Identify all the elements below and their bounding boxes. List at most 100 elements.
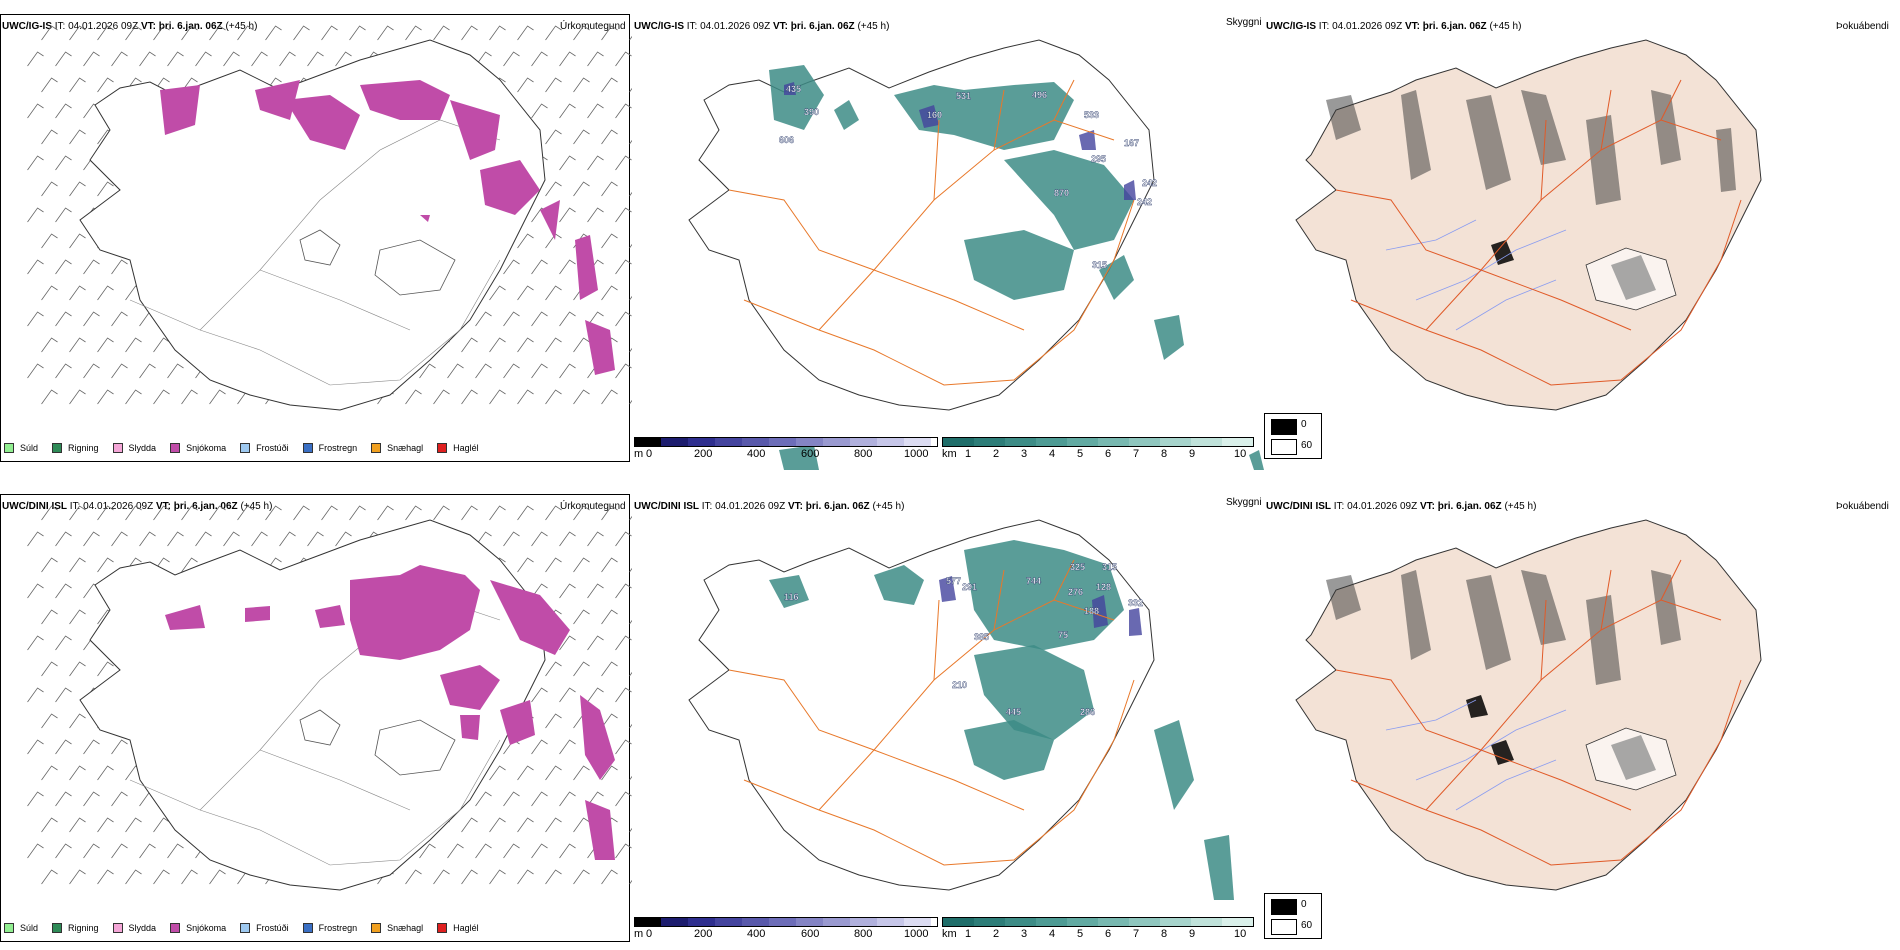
legend-swatch xyxy=(4,443,14,453)
wind-barb xyxy=(433,505,450,521)
wind-barb xyxy=(545,285,562,301)
wind-barb xyxy=(517,765,534,781)
wind-barb xyxy=(615,739,632,755)
model-name: UWC/IG-IS xyxy=(2,21,52,32)
colorbar-swatch xyxy=(823,918,850,926)
wind-barb xyxy=(531,687,548,703)
fog-shading xyxy=(1326,90,1736,205)
wind-barb xyxy=(447,363,464,379)
legend-item: Súld xyxy=(4,923,38,933)
wind-barb xyxy=(461,389,478,405)
wind-barb xyxy=(55,687,72,703)
wind-barb xyxy=(629,879,632,885)
wind-barb xyxy=(531,51,548,67)
panel-title: UWC/IG-IS IT: 04.01.2026 09Z VT: þri. 6.… xyxy=(1266,21,1521,32)
wind-barb xyxy=(545,25,562,41)
wind-barb xyxy=(27,687,44,703)
colorbar-swatch xyxy=(1191,918,1222,926)
roads xyxy=(728,79,1135,386)
wind-barb xyxy=(293,505,310,521)
model-name: UWC/DINI ISL xyxy=(634,501,699,512)
legend-swatch xyxy=(302,923,313,933)
wind-barb xyxy=(461,25,478,41)
max-label: 445 xyxy=(1006,707,1021,717)
elevation-unit: m xyxy=(634,448,644,460)
wind-barb xyxy=(125,25,142,41)
legend-swatch xyxy=(437,923,448,933)
wind-barb xyxy=(27,51,44,67)
fog-legend: 0 60 xyxy=(1264,413,1322,459)
legend-item: Slydda xyxy=(112,923,156,933)
wind-barb xyxy=(97,181,114,197)
wind-barb xyxy=(111,311,128,327)
init-time: IT: 04.01.2026 09Z xyxy=(1333,501,1418,512)
model-name: UWC/IG-IS xyxy=(634,21,684,32)
panel-title: UWC/DINI ISL IT: 04.01.2026 09Z VT: þri.… xyxy=(1266,501,1536,512)
wind-barb xyxy=(587,791,604,807)
wind-barb xyxy=(531,103,548,119)
legend-item: Frostúði xyxy=(240,923,289,933)
wind-barb xyxy=(629,567,632,573)
legend-label: Snjókoma xyxy=(186,443,227,453)
wind-barb xyxy=(475,311,492,327)
wind-barb xyxy=(97,557,114,573)
elevation-tick: 600 xyxy=(801,448,820,460)
legend-swatch xyxy=(170,923,181,933)
wind-barb xyxy=(601,389,618,405)
wind-barb xyxy=(545,557,562,573)
visibility-tick: 7 xyxy=(1133,928,1140,940)
wind-barb xyxy=(531,531,548,547)
colorbar-swatch xyxy=(904,438,931,446)
visibility-tick: 1 xyxy=(965,928,972,940)
wind-barb xyxy=(335,531,352,547)
wind-barb xyxy=(601,869,618,885)
wind-barb xyxy=(587,687,604,703)
wind-barb xyxy=(573,389,590,405)
legend-label: Snæhagl xyxy=(387,923,424,933)
wind-barb xyxy=(559,155,576,171)
wind-barb xyxy=(111,791,128,807)
colorbar-swatch xyxy=(1036,438,1067,446)
colorbar-swatch xyxy=(974,918,1005,926)
fog-swatch xyxy=(1271,899,1297,915)
wind-barb xyxy=(531,259,548,275)
wind-barb xyxy=(69,181,86,197)
wind-barb xyxy=(195,531,212,547)
max-label: 116 xyxy=(784,592,799,602)
wind-barb xyxy=(461,337,478,353)
wind-barb xyxy=(139,531,156,547)
wind-barb xyxy=(139,51,156,67)
fog-map xyxy=(1295,519,1762,891)
roads xyxy=(1335,79,1742,386)
wind-barb xyxy=(27,103,44,119)
wind-barb xyxy=(209,505,226,521)
wind-barb xyxy=(573,661,590,677)
wind-barb xyxy=(41,609,58,625)
colorbar-swatch xyxy=(715,438,742,446)
wind-barb xyxy=(545,389,562,405)
precip-type-panel: UWC/IG-IS IT: 04.01.2026 09Z VT: þri. 6.… xyxy=(0,0,632,470)
snow-areas xyxy=(160,80,615,375)
legend-item: Snæhagl xyxy=(371,923,423,933)
wind-barb xyxy=(41,869,58,885)
wind-barb xyxy=(69,25,86,41)
wind-barb xyxy=(97,25,114,41)
wind-barb xyxy=(153,25,170,41)
wind-barb xyxy=(503,531,520,547)
model-name: UWC/IG-IS xyxy=(1266,21,1316,32)
wind-barb xyxy=(237,25,254,41)
wind-barb xyxy=(559,363,576,379)
wind-barb xyxy=(615,259,632,275)
wind-barb xyxy=(139,363,156,379)
elevation-tick: 200 xyxy=(694,928,713,940)
visibility-tick: 2 xyxy=(993,448,1000,460)
wind-barb xyxy=(335,51,352,67)
panel-title: UWC/DINI ISL IT: 04.01.2026 09Z VT: þri.… xyxy=(634,501,904,512)
max-label: 332 xyxy=(1128,598,1143,608)
wind-barb xyxy=(629,243,632,249)
wind-barb xyxy=(615,103,632,119)
colorbar-swatch xyxy=(796,918,823,926)
iceland-coastline xyxy=(79,39,546,411)
max-label: 870 xyxy=(1054,188,1069,198)
valid-time: VT: þri. 6.jan. 06Z xyxy=(1404,21,1487,32)
